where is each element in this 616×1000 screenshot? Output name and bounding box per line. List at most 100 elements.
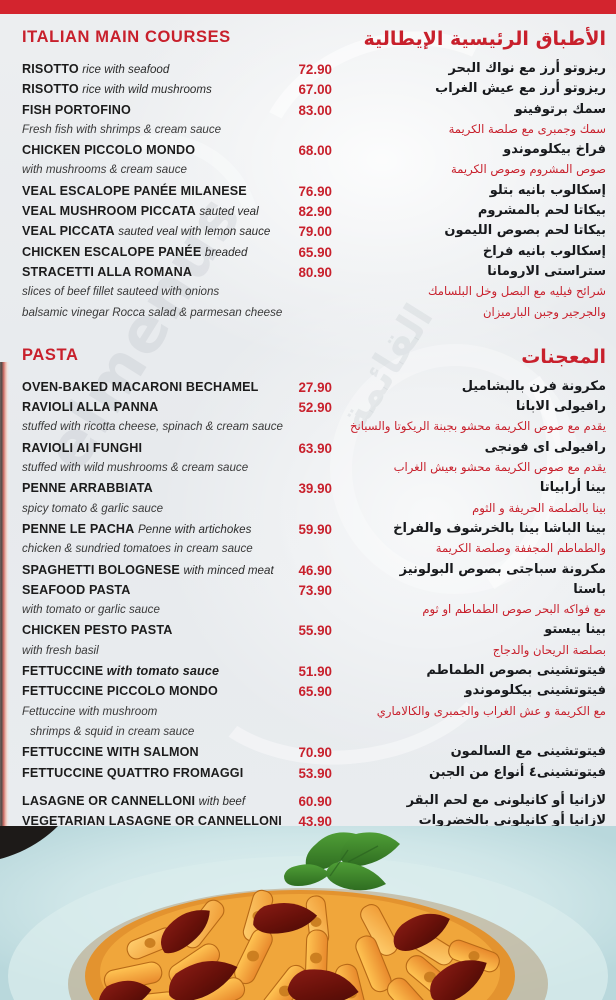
menu-item-row[interactable]: FETTUCCINE PICCOLO MONDO 65.90 فيتوتشينى ب… bbox=[0, 683, 616, 704]
item-price: 68.00 bbox=[298, 143, 332, 159]
item-title: RISOTTO bbox=[22, 82, 79, 97]
item-description-ar: والجرجير وجبن البارميزان bbox=[483, 304, 606, 319]
item-description-ar: سمك وجمبرى مع صلصة الكريمة bbox=[448, 121, 606, 136]
item-description-ar: مع فواكه البحر صوص الطماطم او ثوم bbox=[422, 602, 606, 617]
item-price: 82.90 bbox=[298, 204, 332, 220]
menu-item-row[interactable]: FETTUCCINE QUATTRO FROMAGGI 53.90 فيتوتشين… bbox=[0, 764, 616, 786]
menu-item-row[interactable]: FETTUCCINE WITH SALMON 70.90 فيتوتشينى مع … bbox=[0, 744, 616, 765]
item-title: VEAL MUSHROOM PICCATA bbox=[22, 204, 196, 219]
menu-item-row[interactable]: CHICKEN ESCALOPE PANÉE breaded 65.90 إسكال… bbox=[0, 244, 616, 265]
item-description-en: with mushrooms & cream sauce bbox=[22, 163, 187, 177]
menu-item-row[interactable]: CHICKEN PESTO PASTA 55.90 بينا بيستو bbox=[0, 622, 616, 643]
item-name-en: RISOTTO rice with seafood bbox=[22, 62, 322, 76]
item-title: RISOTTO bbox=[22, 62, 79, 76]
menu-item-row[interactable]: VEAL PICCATA sauted veal with lemon sauc… bbox=[0, 223, 616, 244]
item-name-en: OVEN-BAKED MACARONI BECHAMEL bbox=[22, 380, 322, 394]
item-price: 43.90 bbox=[298, 814, 332, 826]
menu-item-row[interactable]: OVEN-BAKED MACARONI BECHAMEL 27.90 مكرونة … bbox=[0, 379, 616, 400]
menu-item-description-row: stuffed with wild mushrooms & cream sauc… bbox=[0, 460, 616, 481]
item-name-ar: رافيولى الابانا bbox=[515, 399, 606, 415]
item-name-ar: رافيولى اى فونجى bbox=[484, 439, 606, 455]
menu-item-description-row: stuffed with ricotta cheese, spinach & c… bbox=[0, 419, 616, 440]
item-description-en: Fresh fish with shrimps & cream sauce bbox=[22, 122, 222, 136]
item-name-ar: مكرونة سباجتى بصوص البولونيز bbox=[399, 561, 606, 577]
menu-item-row[interactable]: LASAGNE OR CANNELLONI with beef 60.90 لازا… bbox=[0, 792, 616, 814]
item-subtitle: Penne with artichokes bbox=[137, 522, 252, 536]
item-title: RAVIOLI AI FUNGHI bbox=[22, 440, 143, 455]
item-title: CHICKEN ESCALOPE PANÉE bbox=[22, 244, 202, 259]
menu-item-description-row: balsamic vinegar Rocca salad & parmesan … bbox=[0, 304, 616, 326]
item-description-ar: مع الكريمة و عش الغراب والجمبرى والكالام… bbox=[376, 703, 606, 718]
menu-item-description-row: Fettuccine with mushroom مع الكريمة و عش … bbox=[0, 703, 616, 725]
item-title: VEAL PICCATA bbox=[22, 224, 115, 239]
menu-item-description-row: Fresh fish with shrimps & cream sauce سمك… bbox=[0, 121, 616, 143]
item-description-en: shrimps & squid in cream sauce bbox=[30, 724, 195, 738]
item-name-ar: فيتوتشينى٤ أنواع من الجبن bbox=[429, 764, 606, 780]
section-title-ar: المعجنات bbox=[521, 345, 606, 368]
section-title-en: PASTA bbox=[22, 345, 79, 364]
menu-item-row[interactable]: RISOTTO rice with seafood 72.90 ريزوتو أرز… bbox=[0, 61, 616, 82]
item-title: SPAGHETTI BOLOGNESE bbox=[22, 562, 180, 577]
menu-item-row[interactable]: SPAGHETTI BOLOGNESE with minced meat 46.9… bbox=[0, 561, 616, 583]
item-name-ar: فيتوتشينى مع السالمون bbox=[450, 744, 606, 760]
item-name-en: FETTUCCINE QUATTRO FROMAGGI bbox=[22, 766, 322, 780]
item-title: VEAL ESCALOPE PANÉE MILANESE bbox=[22, 183, 247, 198]
item-description-ar: بينا بالصلصة الحريفة و الثوم bbox=[472, 500, 606, 515]
item-title: LASAGNE OR CANNELLONI bbox=[22, 793, 196, 808]
menu-item-description-row: with mushrooms & cream sauce صوص المشروم … bbox=[0, 162, 616, 183]
menu-item-row[interactable]: RAVIOLI ALLA PANNA 52.90 رافيولى الابانا bbox=[0, 399, 616, 420]
menu-item-description-row: shrimps & squid in cream sauce bbox=[0, 725, 616, 745]
item-name-en: CHICKEN PESTO PASTA bbox=[22, 623, 322, 637]
menu-item-description-row: chicken & sundried tomatoes in cream sau… bbox=[0, 541, 616, 562]
item-name-ar: سمك برتوفينو bbox=[514, 101, 606, 117]
menu-item-row[interactable]: FETTUCCINE with tomato sauce 51.90 فيتوتشي… bbox=[0, 663, 616, 684]
item-price: 27.90 bbox=[298, 379, 332, 395]
menu-item-description-row: with tomato or garlic sauce مع فواكه البح… bbox=[0, 602, 616, 623]
item-name-en: VEAL MUSHROOM PICCATA sauted veal bbox=[22, 204, 322, 218]
menu-item-row[interactable]: VEAL MUSHROOM PICCATA sauted veal 82.90 بي… bbox=[0, 203, 616, 224]
item-subtitle: with minced meat bbox=[183, 563, 274, 577]
menu-item-row[interactable]: PENNE ARRABBIATA 39.90 بينا أرابياتا bbox=[0, 480, 616, 501]
item-name-en: RAVIOLI AI FUNGHI bbox=[22, 441, 322, 455]
item-price: 46.90 bbox=[298, 562, 332, 578]
item-description-en: slices of beef fillet sauteed with onion… bbox=[22, 285, 220, 299]
item-name-en: VEAL PICCATA sauted veal with lemon sauc… bbox=[22, 224, 322, 238]
menu-item-description-row: slices of beef fillet sauteed with onion… bbox=[0, 284, 616, 305]
menu-item-row[interactable]: RISOTTO rice with wild mushrooms 67.00 ريز… bbox=[0, 81, 616, 102]
item-description-ar: يقدم مع صوص الكريمة محشو بعيش الغراب bbox=[393, 460, 606, 475]
item-name-ar: ستراستى الارومانا bbox=[487, 263, 606, 279]
menu-item-row[interactable]: STRACETTI ALLA ROMANA 80.90 ستراستى الاروم… bbox=[0, 263, 616, 285]
item-name-ar: ريزوتو أرز مع عيش الغراب bbox=[435, 81, 606, 97]
item-price: 79.00 bbox=[298, 224, 332, 240]
menu-item-row[interactable]: RAVIOLI AI FUNGHI 63.90 رافيولى اى فونجى bbox=[0, 439, 616, 461]
item-title: FETTUCCINE bbox=[22, 664, 104, 679]
item-title: CHICKEN PICCOLO MONDO bbox=[22, 143, 196, 158]
menu-item-row[interactable]: FISH PORTOFINO 83.00 سمك برتوفينو bbox=[0, 101, 616, 123]
item-price: 63.90 bbox=[298, 440, 332, 456]
menu-item-row[interactable]: PENNE LE PACHA Penne with artichokes 59.9… bbox=[0, 521, 616, 542]
section-gap bbox=[0, 326, 616, 346]
item-price: 70.90 bbox=[298, 745, 332, 761]
item-name-en: LASAGNE OR CANNELLONI with beef bbox=[22, 794, 322, 808]
item-subtitle: rice with seafood bbox=[82, 63, 170, 76]
menu-item-row[interactable]: CHICKEN PICCOLO MONDO 68.00 فراخ بيكلوموند… bbox=[0, 142, 616, 163]
menu-item-row[interactable]: SEAFOOD PASTA 73.90 باستا bbox=[0, 582, 616, 603]
item-subtitle: breaded bbox=[204, 245, 248, 259]
item-name-ar: لازانيا أو كانيلونى مع لحم البقر bbox=[406, 792, 606, 808]
section-header-pasta: PASTA المعجنات bbox=[0, 346, 616, 380]
item-title: PENNE LE PACHA bbox=[22, 521, 135, 536]
item-price: 80.90 bbox=[298, 264, 332, 280]
menu-item-row[interactable]: VEAL ESCALOPE PANÉE MILANESE 76.90 إسكالوب… bbox=[0, 183, 616, 204]
item-title: FETTUCCINE PICCOLO MONDO bbox=[22, 684, 218, 699]
item-name-ar: بيكاتا لحم بصوص الليمون bbox=[444, 223, 606, 239]
food-photo bbox=[0, 826, 616, 1000]
item-description-en: spicy tomato & garlic sauce bbox=[22, 501, 164, 515]
item-name-en: SPAGHETTI BOLOGNESE with minced meat bbox=[22, 563, 322, 577]
item-name-ar: فيتوتشينى بصوص الطماطم bbox=[426, 663, 606, 679]
item-description-ar: صوص المشروم وصوص الكريمة bbox=[450, 162, 606, 177]
item-name-en: VEAL ESCALOPE PANÉE MILANESE bbox=[22, 184, 322, 198]
top-red-banner bbox=[0, 0, 616, 14]
menu-item-row[interactable]: VEGETARIAN LASAGNE OR CANNELLONI 43.90 لاز… bbox=[0, 813, 616, 826]
item-title: PENNE ARRABBIATA bbox=[22, 481, 153, 496]
item-name-en: CHICKEN ESCALOPE PANÉE breaded bbox=[22, 245, 322, 259]
